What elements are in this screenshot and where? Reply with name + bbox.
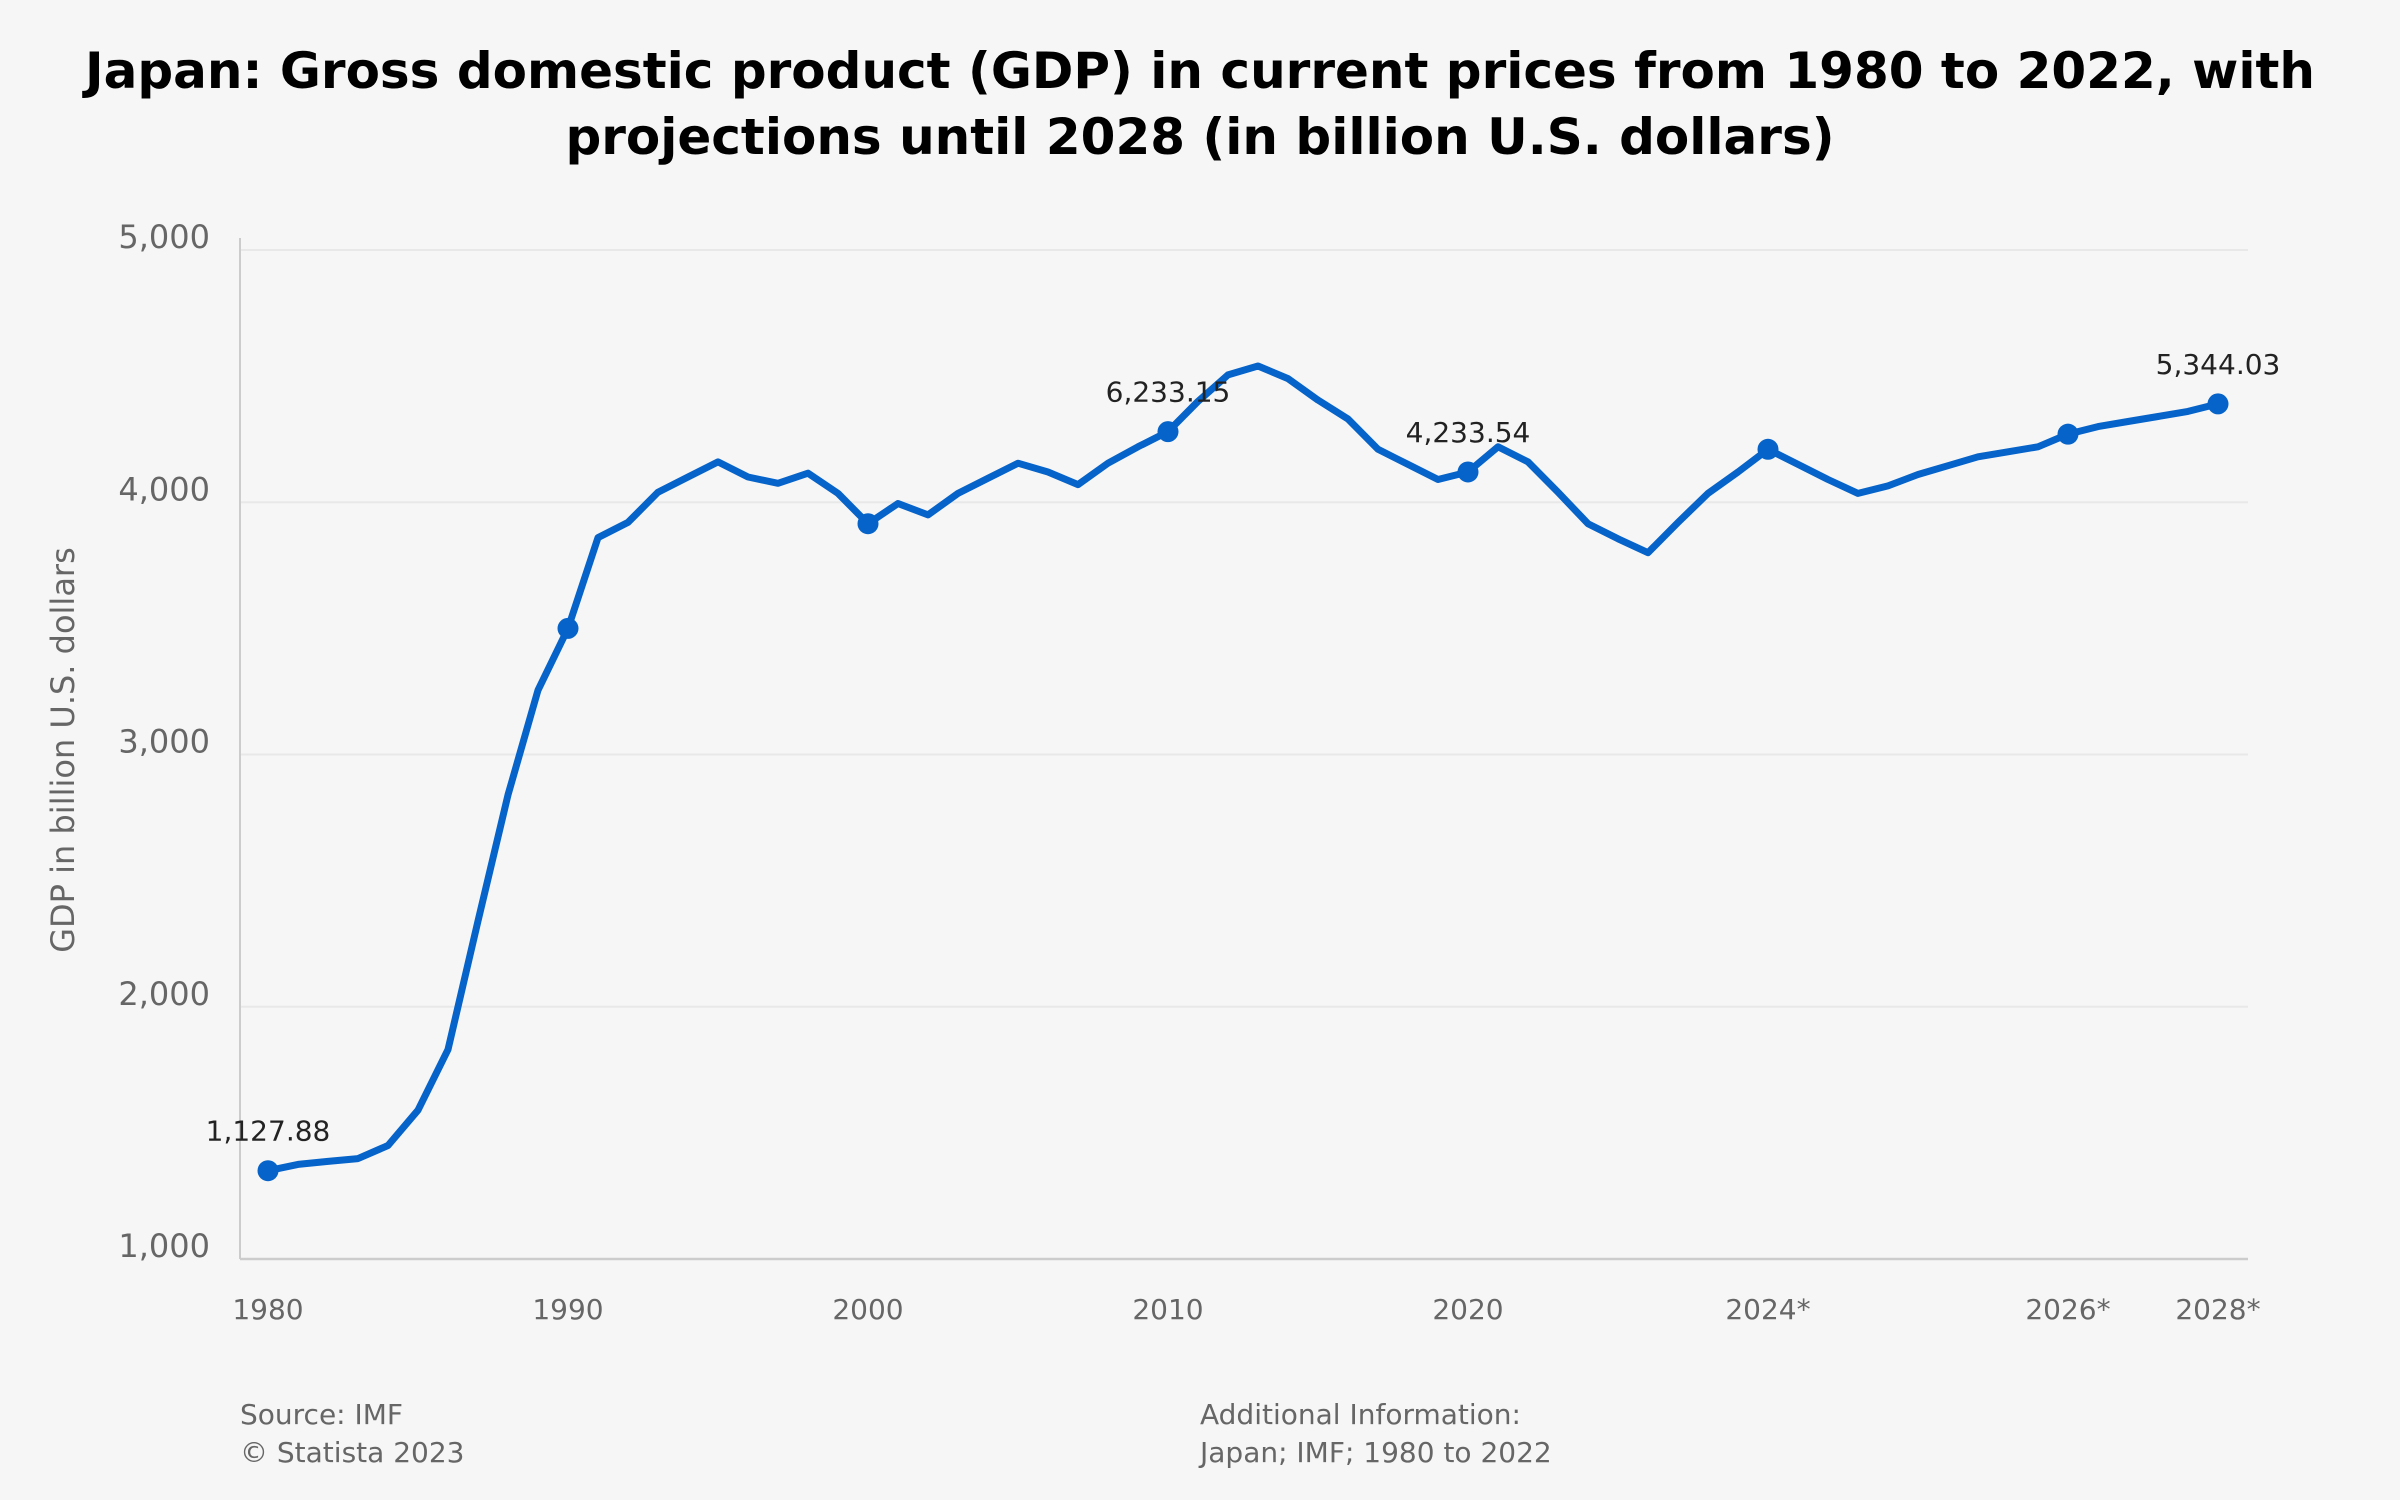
y-tick-label: 3,000 bbox=[118, 723, 210, 761]
copyright-text: © Statista 2023 bbox=[240, 1436, 465, 1469]
data-point-marker bbox=[2207, 393, 2229, 415]
y-tick-label: 4,000 bbox=[118, 470, 210, 508]
x-tick-labels: 1980 1990 2000 2010 2020 2024* 2026* 2028* bbox=[232, 1293, 2260, 1326]
x-tick-label: 2010 bbox=[1132, 1293, 1203, 1326]
data-label: 6,233.15 bbox=[1106, 376, 1231, 409]
footer-source: Source: IMF © Statista 2023 bbox=[240, 1396, 464, 1472]
chart-title-line-2: projections until 2028 (in billion U.S. … bbox=[565, 108, 1835, 166]
data-point-marker bbox=[557, 617, 579, 639]
x-tick-label: 2020 bbox=[1432, 1293, 1503, 1326]
x-tick-label: 2028* bbox=[2175, 1293, 2260, 1326]
data-point-marker bbox=[257, 1160, 279, 1182]
data-label: 5,344.03 bbox=[2156, 348, 2281, 381]
axes bbox=[239, 238, 2248, 1261]
data-point-marker bbox=[1757, 438, 1779, 460]
x-tick-label: 2026* bbox=[2025, 1293, 2110, 1326]
data-point-marker bbox=[2057, 423, 2079, 445]
data-label: 4,233.54 bbox=[1406, 416, 1531, 449]
data-point-marker bbox=[1157, 421, 1179, 443]
additional-info-text: Japan; IMF; 1980 to 2022 bbox=[1200, 1436, 1552, 1469]
x-tick-label: 2000 bbox=[832, 1293, 903, 1326]
data-point-marker bbox=[857, 513, 879, 535]
footer-additional-info: Additional Information: Japan; IMF; 1980… bbox=[1200, 1396, 1552, 1472]
y-axis-label: GDP in billion U.S. dollars bbox=[44, 547, 82, 953]
series-group bbox=[257, 362, 2229, 1182]
data-point-marker bbox=[1457, 461, 1479, 483]
series-line bbox=[264, 362, 2222, 1175]
chart-title: Japan: Gross domestic product (GDP) in c… bbox=[0, 38, 2400, 170]
data-label: 1,127.88 bbox=[206, 1115, 331, 1148]
y-tick-label: 1,000 bbox=[118, 1227, 210, 1265]
grid-lines bbox=[240, 249, 2248, 1008]
x-tick-label: 2024* bbox=[1725, 1293, 1810, 1326]
additional-info-title: Additional Information: bbox=[1200, 1398, 1521, 1431]
chart-title-line-1: Japan: Gross domestic product (GDP) in c… bbox=[85, 42, 2315, 100]
y-tick-label: 2,000 bbox=[118, 975, 210, 1013]
y-tick-label: 5,000 bbox=[118, 218, 210, 256]
x-tick-label: 1990 bbox=[532, 1293, 603, 1326]
data-labels: 1,127.88 6,233.15 4,233.54 5,344.03 bbox=[206, 348, 2281, 1148]
source-text: Source: IMF bbox=[240, 1398, 404, 1431]
x-tick-label: 1980 bbox=[232, 1293, 303, 1326]
y-tick-labels: 1,000 2,000 3,000 4,000 5,000 bbox=[118, 218, 210, 1265]
